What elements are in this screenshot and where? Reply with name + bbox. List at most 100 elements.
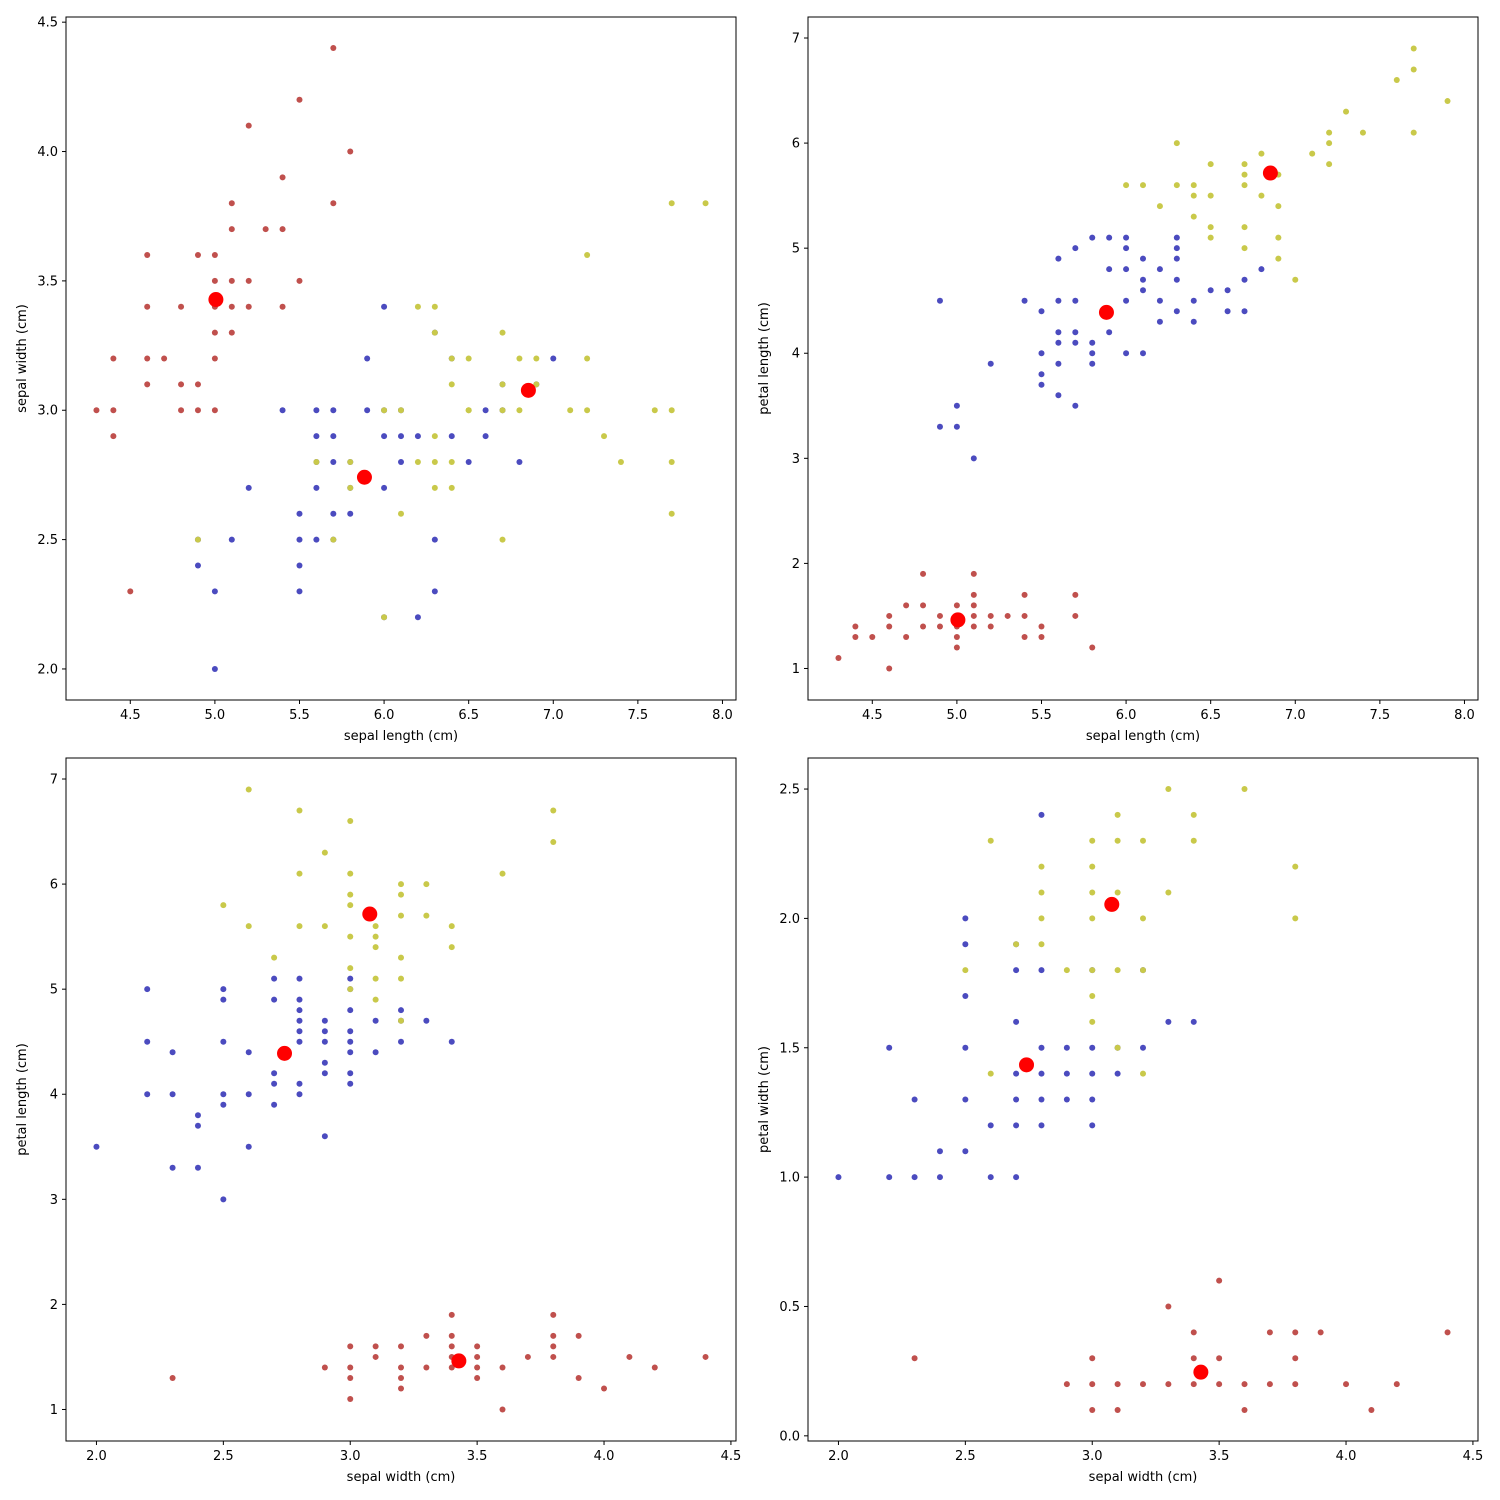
point-virginica — [584, 407, 591, 414]
y-tick-label: 2.5 — [37, 533, 58, 548]
point-versicolor — [220, 1101, 227, 1108]
y-tick-label: 2.0 — [37, 662, 58, 677]
point-setosa — [1190, 1355, 1197, 1362]
point-virginica — [372, 933, 379, 940]
point-virginica — [1140, 967, 1146, 974]
point-virginica — [1173, 182, 1180, 189]
point-setosa — [398, 1343, 404, 1350]
x-tick-label: 2.5 — [955, 1449, 976, 1464]
point-setosa — [144, 252, 151, 259]
axes-frame — [807, 757, 1479, 1442]
point-versicolor — [144, 1091, 151, 1098]
point-setosa — [499, 1406, 506, 1413]
point-setosa — [398, 1385, 404, 1392]
point-setosa — [936, 623, 943, 630]
point-virginica — [1114, 837, 1121, 844]
point-setosa — [448, 1311, 455, 1318]
x-tick-label: 6.5 — [458, 708, 479, 723]
point-virginica — [220, 902, 227, 909]
point-versicolor — [431, 536, 438, 543]
point-versicolor — [1165, 1018, 1172, 1025]
point-setosa — [423, 1332, 430, 1339]
point-virginica — [702, 200, 709, 207]
point-versicolor — [381, 484, 388, 491]
point-virginica — [1190, 182, 1197, 189]
point-versicolor — [321, 1133, 328, 1140]
y-tick-label: 0.5 — [779, 1300, 800, 1315]
point-virginica — [1190, 837, 1197, 844]
point-versicolor — [93, 1143, 100, 1150]
subplot-3: 2.0 2.5 3.0 3.5 4.0 4.5 1 2 3 4 5 6 7 sepal width (cm… — [15, 757, 741, 1485]
point-versicolor — [1013, 1174, 1020, 1181]
point-virginica — [330, 536, 337, 543]
point-versicolor — [482, 407, 489, 414]
point-versicolor — [1038, 381, 1045, 388]
point-versicolor — [431, 588, 438, 595]
centroid-marker — [356, 469, 372, 485]
point-versicolor — [1038, 1044, 1045, 1051]
point-versicolor — [313, 407, 320, 414]
point-virginica — [372, 944, 379, 951]
point-versicolor — [245, 484, 252, 491]
point-virginica — [601, 433, 608, 440]
point-setosa — [886, 612, 893, 619]
point-versicolor — [1241, 308, 1248, 315]
point-setosa — [1165, 1381, 1172, 1388]
point-virginica — [1275, 234, 1282, 241]
centroid-marker — [1262, 165, 1278, 181]
point-versicolor — [1072, 339, 1079, 346]
point-virginica — [1089, 863, 1096, 870]
point-virginica — [245, 923, 252, 930]
point-virginica — [398, 891, 404, 898]
point-versicolor — [448, 433, 455, 440]
point-versicolor — [962, 1148, 969, 1155]
point-setosa — [1266, 1381, 1273, 1388]
point-versicolor — [364, 355, 371, 362]
point-setosa — [144, 381, 151, 388]
centroid-marker — [520, 382, 536, 398]
point-virginica — [1241, 182, 1248, 189]
point-versicolor — [1038, 1070, 1045, 1077]
point-setosa — [228, 277, 235, 284]
point-virginica — [1292, 915, 1299, 922]
point-virginica — [372, 975, 379, 982]
subplot-1: 4.5 5.0 5.5 6.0 6.5 7.0 7.5 8.0 2.0 2.5 3.0 3.5 4.0 4… — [15, 16, 737, 744]
point-setosa — [279, 303, 286, 310]
point-setosa — [228, 200, 235, 207]
point-virginica — [1241, 161, 1248, 168]
point-versicolor — [1089, 234, 1096, 241]
point-virginica — [1114, 967, 1121, 974]
point-versicolor — [1072, 245, 1079, 252]
point-setosa — [398, 1374, 404, 1381]
point-virginica — [1207, 224, 1214, 231]
point-versicolor — [220, 1091, 227, 1098]
point-setosa — [110, 407, 117, 414]
point-setosa — [1165, 1303, 1172, 1310]
axes-frame — [65, 757, 737, 1442]
point-setosa — [474, 1364, 481, 1371]
point-setosa — [1021, 633, 1028, 640]
point-versicolor — [271, 1070, 278, 1077]
point-setosa — [372, 1353, 379, 1360]
point-versicolor — [1013, 1018, 1020, 1025]
point-setosa — [1190, 1381, 1197, 1388]
point-versicolor — [321, 1028, 328, 1035]
y-tick-label: 3 — [50, 1193, 58, 1208]
point-versicolor — [1156, 266, 1163, 273]
point-versicolor — [962, 915, 969, 922]
point-versicolor — [1038, 371, 1045, 378]
point-virginica — [533, 381, 540, 388]
point-virginica — [1241, 245, 1248, 252]
point-virginica — [668, 510, 675, 517]
point-versicolor — [321, 1017, 328, 1024]
point-versicolor — [194, 1164, 201, 1171]
point-virginica — [1241, 224, 1248, 231]
x-axis-label: sepal length (cm) — [344, 729, 458, 744]
point-versicolor — [321, 1038, 328, 1045]
point-virginica — [1326, 161, 1333, 168]
point-setosa — [211, 407, 218, 414]
point-versicolor — [1173, 308, 1180, 315]
point-setosa — [347, 148, 354, 155]
point-setosa — [169, 1374, 176, 1381]
point-versicolor — [1063, 1096, 1070, 1103]
